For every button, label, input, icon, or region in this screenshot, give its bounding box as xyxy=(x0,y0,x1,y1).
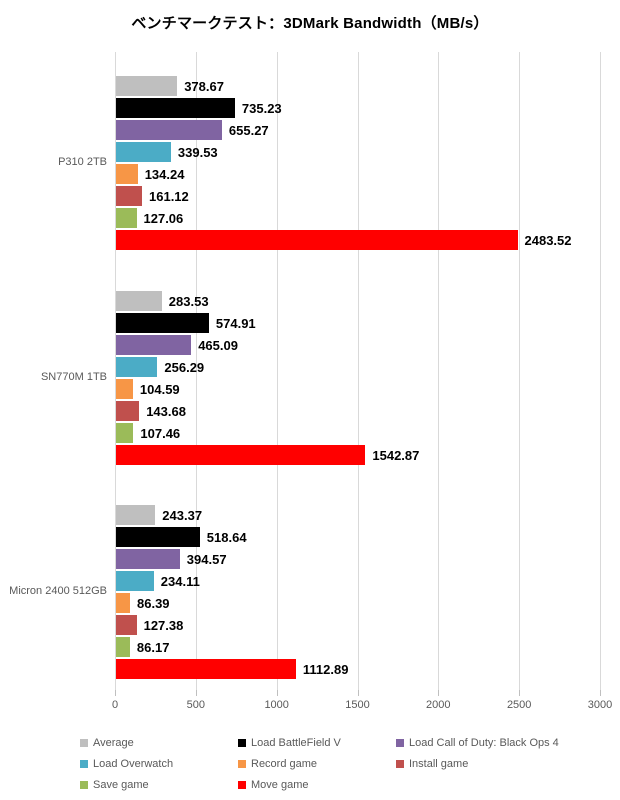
gridline xyxy=(276,52,278,690)
legend-label: Record game xyxy=(251,758,318,770)
axis-tick xyxy=(357,690,359,696)
bar-save-game-sn770m-1tb xyxy=(116,423,134,443)
legend-item-record-game: Record game xyxy=(238,758,317,770)
axis-tick xyxy=(195,690,197,696)
axis-tick xyxy=(438,690,440,696)
value-label: 1112.89 xyxy=(302,661,349,677)
legend-swatch-icon xyxy=(80,760,88,768)
legend-item-average: Average xyxy=(80,737,134,749)
legend-label: Load Call of Duty: Black Ops 4 xyxy=(409,737,559,749)
value-label: 2483.52 xyxy=(524,232,572,248)
value-label: 339.53 xyxy=(177,144,218,160)
legend-item-load-overwatch: Load Overwatch xyxy=(80,758,173,770)
value-label: 104.59 xyxy=(139,381,180,397)
category-label-p310-2tb: P310 2TB xyxy=(58,156,107,168)
legend-swatch-icon xyxy=(238,739,246,747)
bar-average-micron-2400-512gb xyxy=(116,505,156,525)
x-tick-label: 1500 xyxy=(345,699,370,711)
category-label-sn770m-1tb: SN770M 1TB xyxy=(40,371,107,383)
bar-move-game-micron-2400-512gb xyxy=(116,659,296,679)
value-label: 735.23 xyxy=(241,100,282,116)
legend-item-save-game: Save game xyxy=(80,779,149,791)
value-label: 86.39 xyxy=(137,595,170,611)
bar-load-battlefield-v-micron-2400-512gb xyxy=(116,527,200,547)
category-label-micron-2400-512gb: Micron 2400 512GB xyxy=(9,585,107,597)
x-tick-label: 3000 xyxy=(587,699,613,711)
chart-title: ベンチマークテスト：3DMark Bandwidth（MB/s） xyxy=(131,15,489,32)
value-label: 518.64 xyxy=(206,529,247,545)
legend-swatch-icon xyxy=(396,760,404,768)
legend-item-load-battlefield-v: Load BattleField V xyxy=(238,737,341,749)
axis-tick xyxy=(115,690,116,696)
value-label: 283.53 xyxy=(168,293,209,309)
gridline xyxy=(600,52,601,690)
gridline xyxy=(357,52,359,690)
legend-label: Load BattleField V xyxy=(251,737,341,749)
axis-tick xyxy=(600,690,601,696)
bar-load-battlefield-v-p310-2tb xyxy=(116,98,235,118)
legend-swatch-icon xyxy=(238,760,246,768)
value-label: 143.68 xyxy=(146,403,186,419)
value-label: 107.46 xyxy=(140,425,181,441)
legend-item-move-game: Move game xyxy=(238,779,308,791)
value-label: 243.37 xyxy=(162,507,203,523)
bar-save-game-p310-2tb xyxy=(116,208,137,228)
bar-average-sn770m-1tb xyxy=(116,291,162,311)
axis-tick xyxy=(276,690,278,696)
bar-record-game-p310-2tb xyxy=(116,164,138,184)
bar-record-game-sn770m-1tb xyxy=(116,379,133,399)
bar-average-p310-2tb xyxy=(116,76,178,96)
bar-load-call-of-duty-black-ops-4-micron-2400-512gb xyxy=(116,549,180,569)
bar-load-battlefield-v-sn770m-1tb xyxy=(116,313,209,333)
legend-item-install-game: Install game xyxy=(396,758,468,770)
legend-label: Save game xyxy=(93,779,149,791)
legend-swatch-icon xyxy=(238,781,246,789)
x-tick-label: 1000 xyxy=(264,699,289,711)
legend-swatch-icon xyxy=(80,739,88,747)
legend-item-load-call-of-duty-black-ops-4: Load Call of Duty: Black Ops 4 xyxy=(396,737,559,749)
bar-install-game-p310-2tb xyxy=(116,186,142,206)
x-tick-label: 0 xyxy=(111,699,119,711)
value-label: 465.09 xyxy=(198,337,238,353)
gridline xyxy=(115,52,116,690)
bar-install-game-sn770m-1tb xyxy=(116,401,140,421)
value-label: 574.91 xyxy=(215,315,256,331)
value-label: 378.67 xyxy=(184,78,224,94)
legend-swatch-icon xyxy=(80,781,88,789)
bar-load-call-of-duty-black-ops-4-p310-2tb xyxy=(116,120,222,140)
axis-tick xyxy=(519,690,521,696)
gridline xyxy=(519,52,521,690)
value-label: 134.24 xyxy=(144,166,185,182)
x-tick-label: 2500 xyxy=(506,699,532,711)
gridline xyxy=(438,52,440,690)
value-label: 127.38 xyxy=(143,617,184,633)
x-tick-label: 2000 xyxy=(426,699,451,711)
bar-record-game-micron-2400-512gb xyxy=(116,593,130,613)
legend-label: Install game xyxy=(409,758,469,770)
bar-install-game-micron-2400-512gb xyxy=(116,615,137,635)
bar-load-overwatch-sn770m-1tb xyxy=(116,357,158,377)
bar-move-game-p310-2tb xyxy=(116,230,518,250)
bar-load-call-of-duty-black-ops-4-sn770m-1tb xyxy=(116,335,192,355)
bar-load-overwatch-p310-2tb xyxy=(116,142,171,162)
legend-swatch-icon xyxy=(396,739,404,747)
value-label: 655.27 xyxy=(228,122,269,138)
bar-save-game-micron-2400-512gb xyxy=(116,637,130,657)
value-label: 86.17 xyxy=(136,639,170,655)
value-label: 127.06 xyxy=(143,210,184,226)
value-label: 394.57 xyxy=(186,551,227,567)
x-tick-label: 500 xyxy=(186,699,205,711)
bar-load-overwatch-micron-2400-512gb xyxy=(116,571,154,591)
legend-label: Move game xyxy=(251,779,309,791)
value-label: 256.29 xyxy=(164,359,205,375)
gridline xyxy=(195,52,197,690)
legend-label: Average xyxy=(93,737,134,749)
value-label: 1542.87 xyxy=(372,447,420,463)
value-label: 161.12 xyxy=(149,188,189,204)
legend-label: Load Overwatch xyxy=(93,758,174,770)
value-label: 234.11 xyxy=(160,573,200,589)
bar-move-game-sn770m-1tb xyxy=(116,445,366,465)
